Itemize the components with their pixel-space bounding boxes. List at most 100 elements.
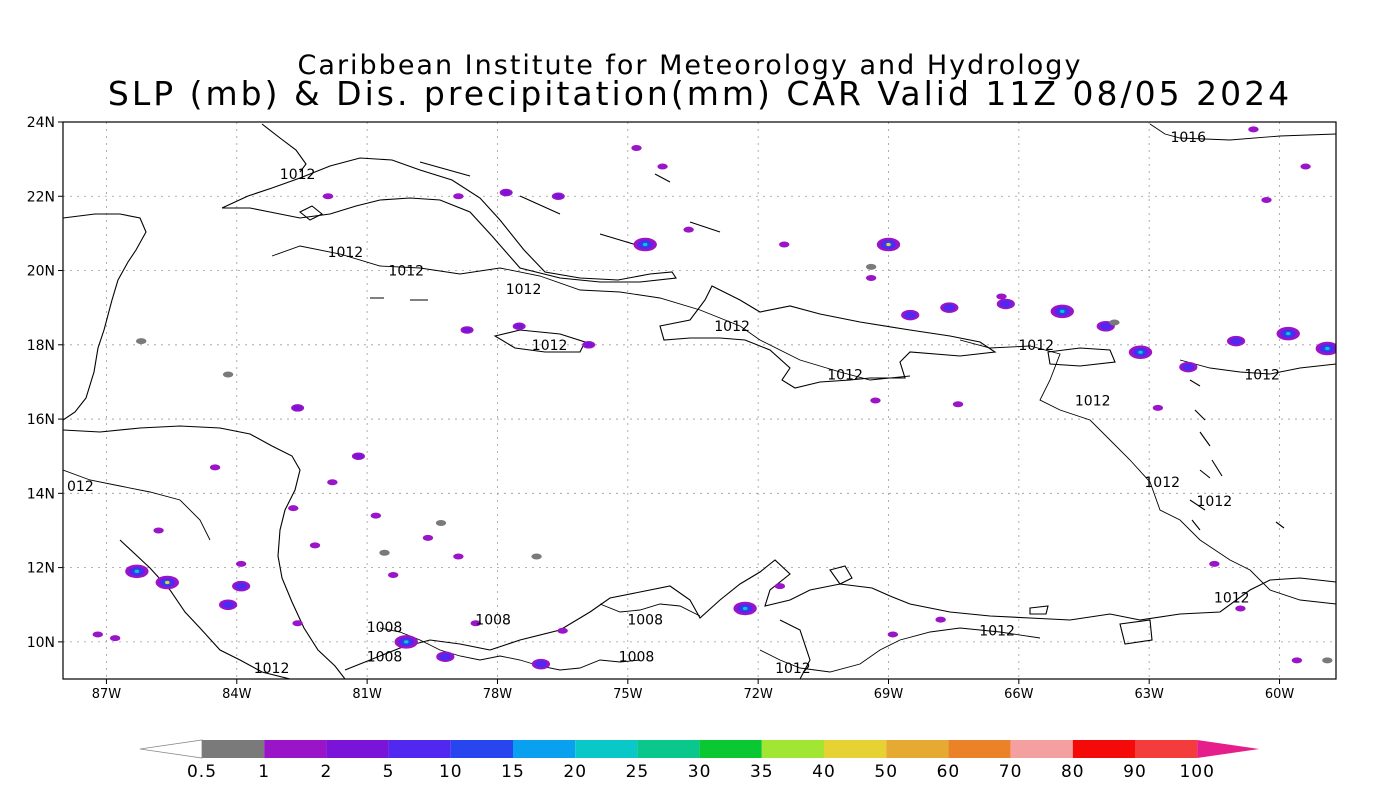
isobar-label: 1012 xyxy=(775,661,811,677)
precip-cell xyxy=(379,549,390,556)
colorbar-label: 2 xyxy=(320,762,332,782)
precip-cell xyxy=(322,193,334,200)
precip-cell xyxy=(153,527,164,534)
colorbar-label: 70 xyxy=(999,762,1023,782)
coastline-margarita xyxy=(1029,605,1049,615)
colorbar-label: 40 xyxy=(812,762,836,782)
precip-cell xyxy=(1276,326,1300,341)
colorbar-label: 50 xyxy=(874,762,898,782)
colorbar-high-arrow xyxy=(1197,740,1260,758)
isobar-label: 1008 xyxy=(475,613,511,629)
precip-cell xyxy=(1315,341,1336,356)
coastline-yucatan xyxy=(63,213,147,421)
precip-cell xyxy=(436,651,455,662)
precip-cell xyxy=(1179,361,1198,373)
precip-cell xyxy=(232,580,251,592)
precip-cell xyxy=(779,241,790,248)
coastline-puerto-rico xyxy=(1047,347,1116,367)
x-tick-label: 66W xyxy=(1004,687,1034,702)
isobar-1016 xyxy=(1149,123,1336,141)
colorbar-swatch xyxy=(637,740,700,758)
coastline-cayman xyxy=(370,297,428,301)
precip-cell xyxy=(733,601,757,616)
precip-cell xyxy=(435,520,447,527)
isobar-label: 1008 xyxy=(367,620,403,636)
coastline-maracaibo xyxy=(779,619,811,679)
x-tick-label: 75W xyxy=(613,687,643,702)
coastline-bahamas xyxy=(419,161,721,247)
precip-cell xyxy=(1235,605,1246,612)
precip-cell xyxy=(935,616,946,623)
map-grid xyxy=(63,122,1336,679)
colorbar-label: 30 xyxy=(688,762,712,782)
isobar-label: 1008 xyxy=(367,650,403,666)
coastline-trinidad xyxy=(1119,619,1153,645)
precip-cell xyxy=(557,627,568,634)
coastlines xyxy=(63,123,1336,679)
colorbar-swatch xyxy=(388,740,451,758)
isobar-label: 1012 xyxy=(506,282,542,298)
isobar-label: 1012 xyxy=(1197,494,1233,510)
y-tick-label: 22N xyxy=(27,189,55,205)
colorbar-label: 90 xyxy=(1123,762,1147,782)
precip-cell xyxy=(1248,126,1259,133)
precip-cell xyxy=(453,553,464,560)
coastline-paraguana xyxy=(829,565,853,585)
colorbar-swatch xyxy=(1135,740,1198,758)
precip-cell xyxy=(633,237,657,252)
precip-cell xyxy=(292,620,303,627)
precip-cell xyxy=(631,144,642,151)
colorbar-swatch xyxy=(264,740,327,758)
precip-cell xyxy=(109,635,121,642)
colorbar-low-arrow xyxy=(139,739,203,759)
colorbar-label: 0.5 xyxy=(187,762,217,782)
precip-cell xyxy=(291,404,305,412)
colorbar-swatch xyxy=(948,740,1011,758)
precip-cell xyxy=(209,464,221,471)
isobar-label: 1012 xyxy=(254,661,290,677)
precip-cell xyxy=(531,658,551,670)
isobar-label: 1012 xyxy=(827,368,863,384)
colorbar-swatch xyxy=(575,740,638,758)
isobar-label: 1008 xyxy=(627,613,663,629)
isobar-label: 1012 xyxy=(280,167,316,183)
coastline-jamaica xyxy=(493,329,586,353)
precip-cell xyxy=(887,631,899,638)
precip-cell xyxy=(370,512,382,519)
coastline-south-america xyxy=(489,559,1336,651)
coastline-pacific xyxy=(119,539,291,679)
precip-cell xyxy=(470,620,481,627)
precip-cell xyxy=(394,635,418,649)
precipitation-cells xyxy=(92,126,1336,670)
precip-cell xyxy=(1322,657,1333,664)
colorbar-swatch xyxy=(886,740,949,758)
isobar-1012-east xyxy=(959,339,1336,605)
y-tick-label: 20N xyxy=(27,264,55,280)
precip-cell xyxy=(309,542,321,549)
coastline-florida xyxy=(261,123,307,173)
precip-cell xyxy=(683,226,694,233)
isobar-label: 1012 xyxy=(532,338,568,354)
precip-cell xyxy=(582,341,596,349)
axes: 87W 84W 81W 78W 75W 72W 69W 66W 63W 60W 24N 22N 20N 1… xyxy=(27,115,1295,702)
isobar-label: 1012 xyxy=(1244,368,1280,384)
isobar-label: 1012 xyxy=(979,624,1015,640)
coastline-central-america xyxy=(63,425,346,679)
isobars xyxy=(63,123,1336,673)
colorbar-swatch xyxy=(824,740,887,758)
y-tick-label: 16N xyxy=(27,412,55,428)
isobar-label: 1012 xyxy=(1214,590,1250,606)
precip-cell xyxy=(1152,404,1164,411)
y-tick-label: 10N xyxy=(27,635,55,651)
precip-cell xyxy=(351,452,365,460)
isobar-label: 1016 xyxy=(1170,130,1206,146)
colorbar-label: 10 xyxy=(439,762,463,782)
precip-cell xyxy=(499,188,513,197)
y-tick-label: 24N xyxy=(27,115,55,131)
x-tick-label: 81W xyxy=(352,687,382,702)
x-tick-label: 72W xyxy=(743,687,773,702)
isobar-label: 012 xyxy=(67,479,94,495)
precip-cell xyxy=(136,338,147,345)
precip-cell xyxy=(870,397,881,404)
